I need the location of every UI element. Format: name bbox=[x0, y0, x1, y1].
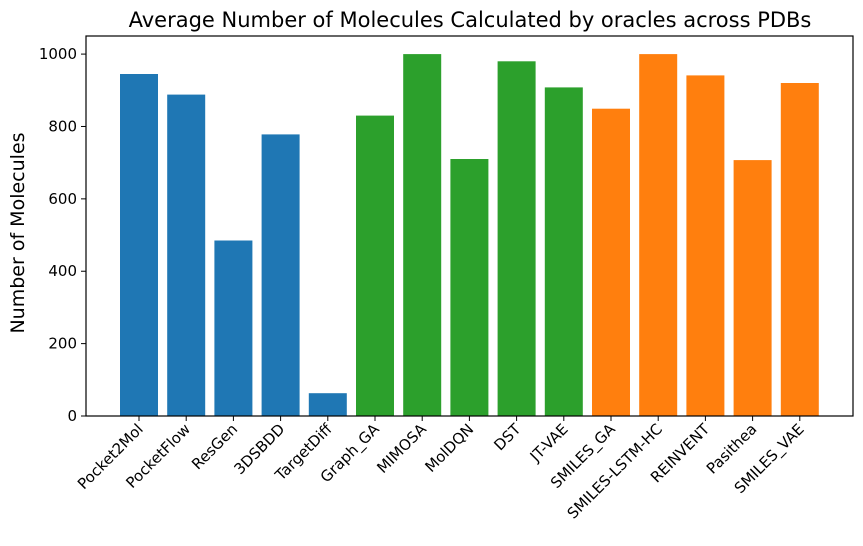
plot-frame bbox=[85, 35, 854, 417]
bar-reinvent bbox=[686, 75, 725, 417]
chart-title: Average Number of Molecules Calculated b… bbox=[129, 8, 812, 32]
bar-moldqn bbox=[450, 159, 489, 416]
bar-pasithea bbox=[733, 160, 772, 416]
bar-pocketflow bbox=[167, 94, 206, 416]
x-axis-ticks: Pocket2MolPocketFlowResGen3DSBDDTargetDi… bbox=[74, 416, 808, 522]
bars-group bbox=[120, 54, 819, 417]
bar-resgen bbox=[214, 240, 253, 416]
bar-3dsbdd bbox=[261, 134, 300, 416]
bar-pocket2mol bbox=[120, 74, 158, 416]
y-axis-label: Number of Molecules bbox=[7, 132, 29, 333]
y-axis-ticks: 0 200 400 600 800 1000 bbox=[39, 45, 86, 425]
bar-mimosa bbox=[403, 54, 442, 416]
y-tick-label: 400 bbox=[48, 262, 77, 280]
x-tick-label: JT-VAE bbox=[526, 420, 572, 466]
y-tick-label: 600 bbox=[48, 190, 77, 208]
y-tick-label: 200 bbox=[48, 335, 77, 353]
bar-graph-ga bbox=[356, 115, 394, 416]
bar-dst bbox=[497, 61, 536, 417]
x-tick-label: MIMOSA bbox=[373, 420, 430, 477]
y-tick-label: 800 bbox=[48, 117, 77, 135]
bar-smiles-lstm-hc bbox=[639, 54, 678, 416]
bar-jt-vae bbox=[544, 87, 583, 417]
y-tick-label: 0 bbox=[67, 407, 77, 425]
x-tick-label: MolDQN bbox=[421, 420, 477, 476]
y-tick-label: 1000 bbox=[39, 45, 77, 63]
bar-smiles-ga bbox=[592, 108, 630, 416]
bar-targetdiff bbox=[308, 393, 347, 416]
x-tick-label: DST bbox=[490, 420, 525, 455]
bar-smiles-vae bbox=[780, 83, 819, 416]
